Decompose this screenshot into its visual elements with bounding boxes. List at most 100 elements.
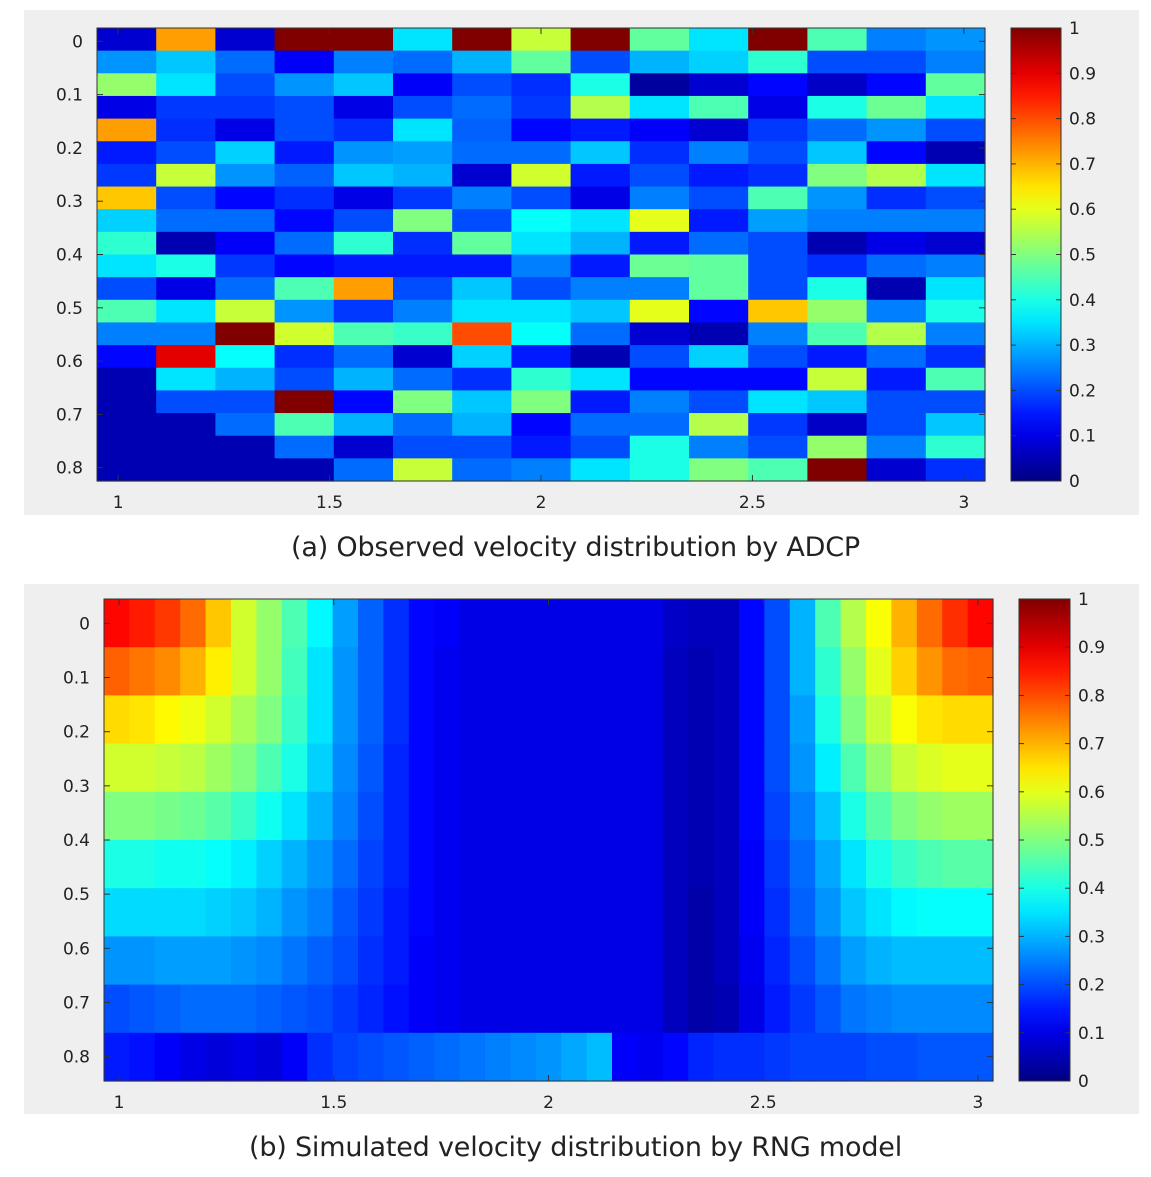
heatmap-cell [866,345,927,369]
heatmap-cell [274,28,335,52]
heatmap-cell [180,1032,207,1082]
heatmap-cell [586,1032,613,1082]
heatmap-cell [866,695,892,745]
heatmap-cell [612,695,638,745]
heatmap-cell [156,299,216,324]
heatmap-cell [866,888,892,937]
heatmap-cell [916,791,943,841]
heatmap-cell [967,743,994,793]
heatmap-cell [629,367,690,391]
heatmap-cell [764,599,791,648]
heatmap-cell [511,118,572,142]
heatmap-cell [789,647,816,696]
heatmap-cell [570,28,631,52]
heatmap-cell [459,599,486,648]
heatmap-cell [332,888,359,937]
heatmap-cell [459,888,486,937]
heatmap-cell [612,743,638,793]
heatmap-cell [156,95,216,120]
heatmap-cell [689,435,749,459]
heatmap-cell [452,209,512,233]
heatmap-cell [383,695,410,745]
heatmap-cell [942,1032,969,1082]
heatmap-cell [629,186,690,210]
heatmap-cell [274,118,335,142]
heatmap-cell [205,936,232,986]
heatmap-cell [925,277,986,301]
heatmap-cell [97,367,157,391]
heatmap-cell [916,888,943,937]
heatmap-cell [689,50,749,74]
heatmap-cell [916,743,943,793]
heatmap-cell [967,791,994,841]
heatmap-cell [612,936,638,986]
heatmap-cell [637,936,664,986]
heatmap-cell [689,141,749,165]
heatmap-cell [459,743,486,793]
heatmap-cell [942,888,969,937]
heatmap-cell [97,435,157,459]
heatmap-cell [97,345,157,369]
heatmap-cell [807,299,868,324]
colorbar-tick-label: 0.5 [1069,246,1096,266]
heatmap-cell [535,647,562,696]
heatmap-cell [629,118,690,142]
heatmap-cell [586,791,613,841]
caption-simulated: (b) Simulated velocity distribution by R… [249,1132,902,1163]
heatmap-cell [807,209,868,233]
heatmap-cell [866,299,927,324]
heatmap-cell [925,186,986,210]
y-tick-label: 0.5 [63,885,90,905]
heatmap-cell [840,840,867,889]
heatmap-cell [510,791,537,841]
heatmap-cell [383,743,410,793]
heatmap-cell [485,599,511,648]
heatmap-cell [748,186,808,210]
colorbar-tick-label: 0.4 [1069,291,1096,311]
heatmap-cell [925,254,986,278]
heatmap-cell [925,299,986,324]
heatmap-cell [925,95,986,120]
heatmap-cell [452,231,512,256]
heatmap-cell [358,791,384,841]
heatmap-cell [97,73,157,97]
heatmap-cell [129,791,156,841]
heatmap-cell [866,73,927,97]
heatmap-cell [485,936,511,986]
colorbar-tick-label: 0.1 [1069,427,1096,447]
heatmap-cell [891,936,918,986]
heatmap-cell [535,791,562,841]
heatmap-cell [393,413,453,437]
heatmap-cell [180,791,207,841]
heatmap-cell [408,599,435,648]
heatmap-cell [637,599,664,648]
heatmap-cell [452,345,512,369]
heatmap-cell [215,458,276,482]
heatmap-cell [154,695,181,745]
heatmap-cell [97,299,157,324]
heatmap-cell [452,367,512,391]
heatmap-cell [332,1032,359,1082]
heatmap-cell [689,390,749,414]
heatmap-cell [274,231,335,256]
heatmap-cell [807,141,868,165]
heatmap-cell [452,186,512,210]
simulated-velocity-heatmap: 1 1.5 2 2.5 3 0 0.1 0.2 0.3 0.4 0.5 0.6 0.7 0.8 0 0.1 0.… [63,590,1105,1113]
heatmap-cell [333,28,394,52]
heatmap-cell [97,209,157,233]
heatmap-cell [748,322,808,346]
heatmap-cell [866,984,892,1034]
heatmap-cell [925,435,986,459]
heatmap-cell [104,791,130,841]
heatmap-cell [739,791,765,841]
heatmap-cell [764,695,791,745]
heatmap-cell [713,936,740,986]
heatmap-cell [713,599,740,648]
heatmap-cell [485,840,511,889]
heatmap-cell [561,1032,588,1082]
heatmap-cell [748,73,808,97]
heatmap-cell [205,647,232,696]
heatmap-cell [434,743,461,793]
heatmap-cells [97,28,986,482]
heatmap-cell [104,840,130,889]
